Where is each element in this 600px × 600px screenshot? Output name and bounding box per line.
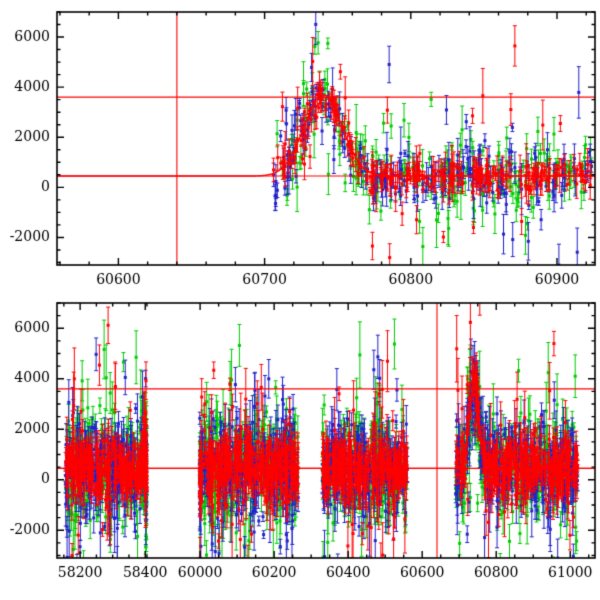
- light-curve-canvas: [0, 0, 600, 600]
- light-curve-figure: [0, 0, 600, 600]
